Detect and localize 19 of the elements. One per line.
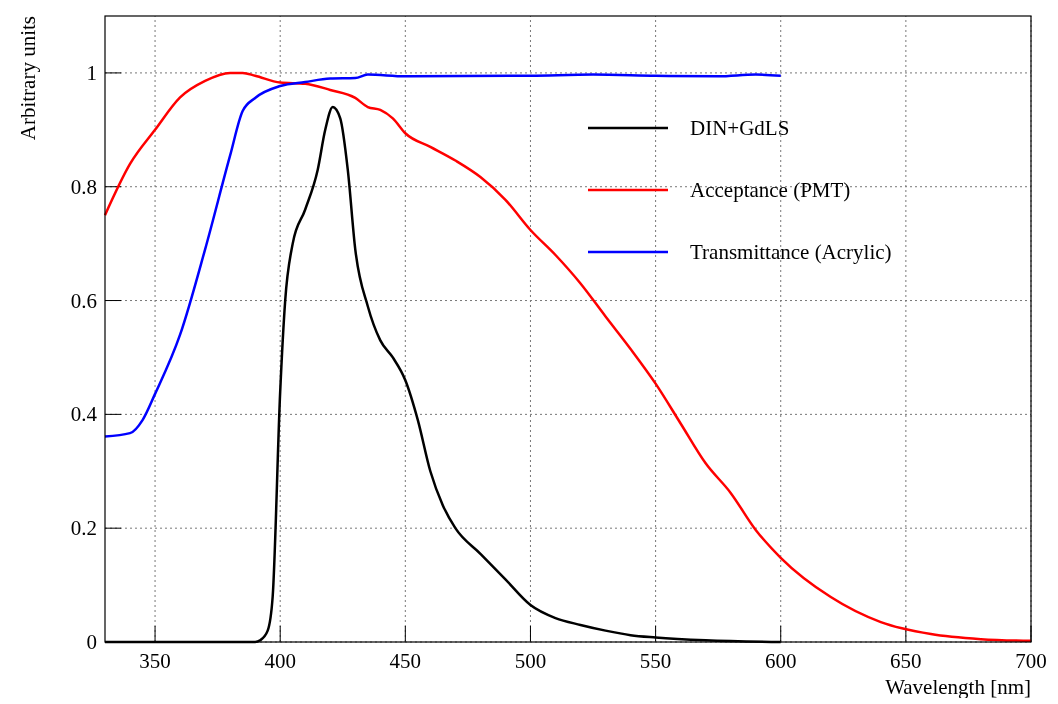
x-tick-label: 600 (764, 649, 797, 673)
legend-label: Acceptance (PMT) (690, 178, 851, 202)
y-tick-label: 1 (86, 60, 97, 85)
y-tick-label: 0.2 (70, 516, 97, 541)
x-tick-label: 450 (389, 649, 422, 673)
y-tick-label: 0 (86, 630, 97, 654)
x-tick-label: 700 (1015, 649, 1047, 673)
x-axis-title: Wavelength [nm] (885, 675, 1031, 699)
legend-label: DIN+GdLS (690, 116, 790, 140)
x-tick-label: 500 (514, 649, 547, 673)
x-tick-label: 400 (264, 649, 296, 673)
y-tick-label: 0.8 (70, 174, 97, 199)
x-tick-label: 550 (639, 649, 672, 673)
x-tick-label: 650 (890, 649, 922, 673)
y-tick-label: 0.6 (70, 288, 97, 313)
y-tick-label: 0.4 (70, 402, 98, 427)
legend-label: Transmittance (Acrylic) (690, 240, 892, 264)
x-tick-label: 350 (139, 649, 171, 673)
y-axis-title: Arbitrary units (16, 16, 40, 141)
